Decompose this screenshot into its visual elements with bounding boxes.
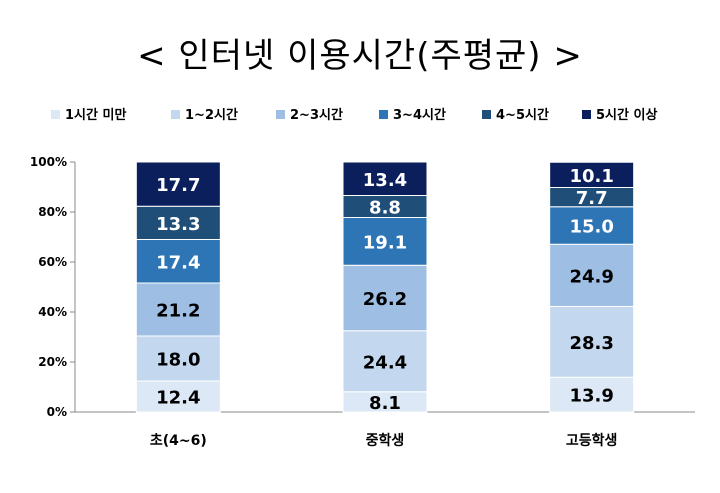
bar-segment <box>549 306 635 378</box>
data-label: 13.4 <box>363 170 407 191</box>
legend-label: 2~3시간 <box>290 107 343 123</box>
bar-segment <box>135 335 221 382</box>
legend-swatch <box>51 110 60 119</box>
data-label: 24.4 <box>363 352 407 373</box>
data-label: 17.7 <box>156 175 200 196</box>
category-label: 고등학생 <box>566 433 618 449</box>
y-tick-label: 20% <box>38 355 67 369</box>
bar-segment <box>342 264 428 332</box>
legend-label: 4~5시간 <box>496 107 549 123</box>
bar-segment <box>342 161 428 196</box>
data-label: 8.1 <box>369 393 401 414</box>
y-tick-label: 40% <box>38 305 67 319</box>
bar-segment <box>135 161 221 207</box>
category-label: 중학생 <box>366 433 405 449</box>
y-tick-label: 0% <box>47 405 67 419</box>
data-label: 18.0 <box>156 350 200 371</box>
data-label: 19.1 <box>363 232 407 253</box>
bars: 12.4 18.0 21.2 17.4 13.3 17.7 8.1 24.4 26.2 19.1 8… <box>135 161 635 414</box>
legend: 1시간 미만 1~2시간 2~3시간 3~4시간 4~5시간 5시간 이상 <box>51 107 657 123</box>
data-label: 17.4 <box>156 252 200 273</box>
bar-segment <box>342 330 428 393</box>
y-tick-label: 80% <box>38 205 67 219</box>
data-label: 13.3 <box>156 214 200 235</box>
legend-swatch <box>482 110 491 119</box>
legend-swatch <box>582 110 591 119</box>
y-tick-label: 60% <box>38 255 67 269</box>
legend-swatch <box>171 110 180 119</box>
y-tick-label: 100% <box>30 155 67 169</box>
data-label: 13.9 <box>569 386 613 407</box>
data-label: 15.0 <box>569 217 613 238</box>
legend-swatch <box>276 110 285 119</box>
data-label: 10.1 <box>569 166 613 187</box>
bar-segment <box>549 206 635 245</box>
legend-label: 1~2시간 <box>185 107 238 123</box>
legend-label: 3~4시간 <box>393 107 446 123</box>
data-label: 12.4 <box>156 388 200 409</box>
bar-segment <box>549 243 635 307</box>
bar-segment <box>342 217 428 266</box>
legend-label: 1시간 미만 <box>65 107 126 123</box>
x-axis: 초(4~6) 중학생 고등학생 <box>150 433 618 449</box>
bar-segment <box>135 205 221 240</box>
data-label: 8.8 <box>369 198 401 219</box>
bar-segment <box>549 376 635 413</box>
bar-segment <box>549 161 635 188</box>
data-label: 28.3 <box>569 333 613 354</box>
data-label: 24.9 <box>569 266 613 287</box>
data-label: 7.7 <box>576 188 608 209</box>
data-label: 21.2 <box>156 301 200 322</box>
legend-swatch <box>379 110 388 119</box>
legend-label: 5시간 이상 <box>596 107 657 123</box>
category-label: 초(4~6) <box>150 433 207 449</box>
chart-title: < 인터넷 이용시간(주평균) > <box>137 36 583 76</box>
data-label: 26.2 <box>363 289 407 310</box>
